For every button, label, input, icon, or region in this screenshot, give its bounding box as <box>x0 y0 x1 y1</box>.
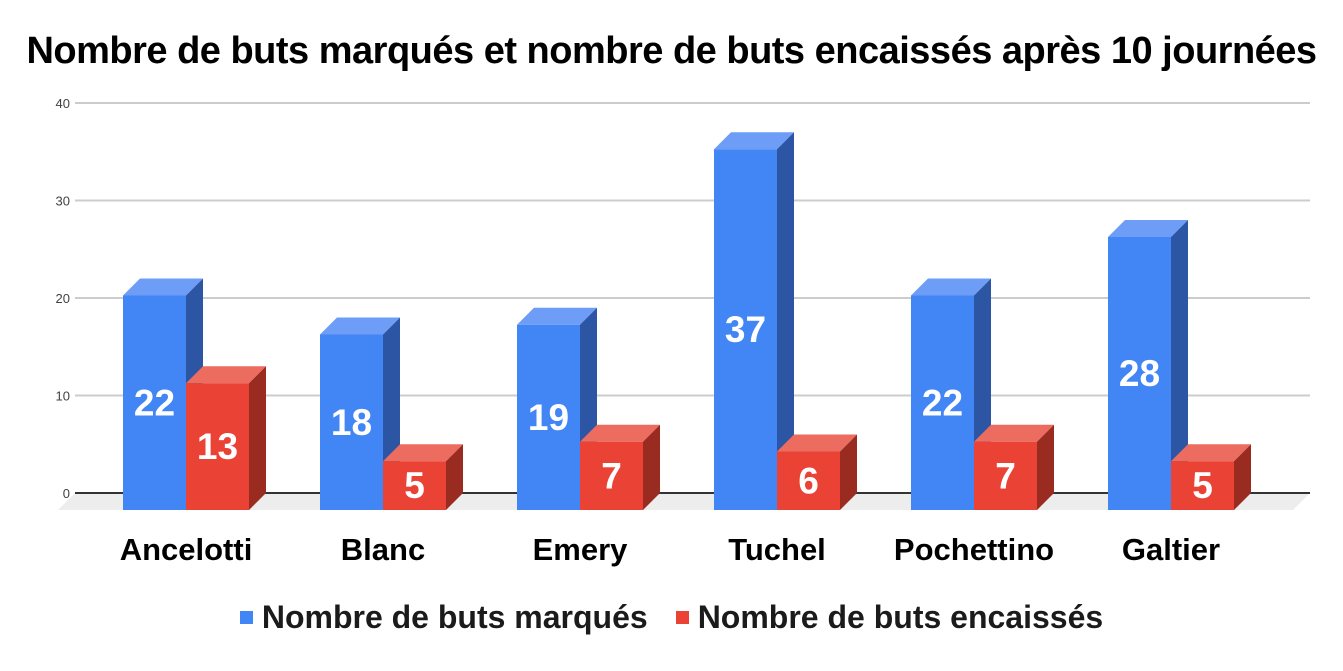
legend-swatch-icon <box>675 611 689 624</box>
x-axis-label-pochettino: Pochettino <box>893 532 1055 567</box>
bar-top-face <box>1108 220 1188 237</box>
bar-front-face <box>974 441 1037 510</box>
bar-blanc-series1: 5 <box>383 444 463 510</box>
bar-front-face <box>1171 461 1234 510</box>
bar-value-label: 28 <box>1119 353 1160 394</box>
bar-value-label: 13 <box>197 426 238 467</box>
bar-value-label: 5 <box>404 465 425 506</box>
bar-top-face <box>123 278 203 296</box>
y-axis-tick-label: 20 <box>56 291 70 306</box>
bar-value-label: 22 <box>922 382 963 423</box>
bar-top-face <box>777 434 857 452</box>
bar-top-face <box>1171 444 1251 462</box>
bar-pochettino-series1: 7 <box>974 424 1054 510</box>
bar-front-face <box>714 149 777 510</box>
bar-top-face <box>517 307 597 325</box>
x-axis-label-emery: Emery <box>532 532 628 567</box>
bar-galtier-series0: 28 <box>1108 220 1188 510</box>
x-axis-label-tuchel: Tuchel <box>728 532 826 567</box>
bar-value-label: 18 <box>331 402 372 443</box>
bar-front-face <box>320 334 383 510</box>
bar-galtier-series1: 5 <box>1171 444 1251 510</box>
x-axis-label-blanc: Blanc <box>340 532 426 567</box>
bar-top-face <box>911 278 991 296</box>
bar-side-face <box>643 424 660 510</box>
legend-item-series0: Nombre de buts marqués <box>239 599 648 636</box>
bar-top-face <box>383 444 463 462</box>
y-axis-tick-label: 40 <box>56 96 70 111</box>
bar-value-label: 5 <box>1192 465 1213 506</box>
bar-front-face <box>517 324 580 510</box>
bar-front-face <box>1108 237 1171 510</box>
bar-emery-series0: 19 <box>517 307 597 510</box>
bar-emery-series1: 7 <box>580 424 660 510</box>
bar-front-face <box>186 383 249 510</box>
bar-value-label: 22 <box>134 382 175 423</box>
bar-value-label: 6 <box>798 460 819 501</box>
x-axis-label-galtier: Galtier <box>1121 532 1221 567</box>
bar-side-face <box>446 444 463 510</box>
bar-front-face <box>580 441 643 510</box>
y-axis-tick-label: 30 <box>56 194 70 209</box>
bar-value-label: 7 <box>601 455 622 496</box>
bar-side-face <box>840 434 857 510</box>
bar-front-face <box>383 461 446 510</box>
bar-value-label: 19 <box>528 397 569 438</box>
bar-value-label: 7 <box>995 455 1016 496</box>
bar-top-face <box>186 366 266 384</box>
bar-side-face <box>249 366 266 510</box>
bar-top-face <box>714 132 794 150</box>
bar-side-face <box>777 132 794 510</box>
bar-front-face <box>123 295 186 510</box>
bar-top-face <box>974 424 1054 442</box>
bar-side-face <box>1171 220 1188 510</box>
legend-label: Nombre de buts encaissés <box>697 599 1104 635</box>
bar-top-face <box>580 424 660 442</box>
y-axis-tick-label: 10 <box>56 389 70 404</box>
bar-front-face <box>911 295 974 510</box>
bar-side-face <box>1234 444 1251 510</box>
legend-swatch-icon <box>239 611 253 624</box>
bar-tuchel-series0: 37 <box>714 132 794 510</box>
x-axis-label-ancelotti: Ancelotti <box>119 532 253 567</box>
bar-top-face <box>320 317 400 335</box>
bar-ancelotti-series1: 13 <box>186 366 266 510</box>
chart-title: Nombre de buts marqués et nombre de buts… <box>26 30 1317 72</box>
y-axis-tick-label: 0 <box>63 486 70 501</box>
bar-side-face <box>1037 424 1054 510</box>
legend-label: Nombre de buts marqués <box>261 599 648 635</box>
legend-item-series1: Nombre de buts encaissés <box>675 599 1104 636</box>
bar-value-label: 37 <box>725 309 766 350</box>
legend: Nombre de buts marqués Nombre de buts enc… <box>0 599 1343 636</box>
bar-tuchel-series1: 6 <box>777 434 857 510</box>
bar-front-face <box>777 451 840 510</box>
